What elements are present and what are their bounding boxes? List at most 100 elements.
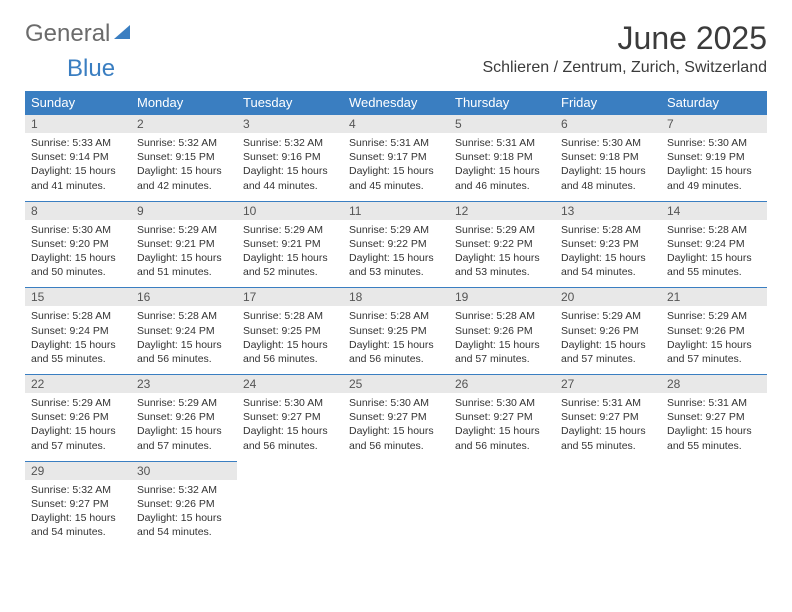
sunset-line: Sunset: 9:26 PM	[137, 497, 231, 511]
calendar-day-cell: 12Sunrise: 5:29 AMSunset: 9:22 PMDayligh…	[449, 201, 555, 288]
sunrise-line: Sunrise: 5:29 AM	[137, 396, 231, 410]
day-number: 8	[25, 201, 131, 220]
sunset-line: Sunset: 9:18 PM	[455, 150, 549, 164]
calendar-day-cell: 27Sunrise: 5:31 AMSunset: 9:27 PMDayligh…	[555, 374, 661, 461]
sunset-line: Sunset: 9:26 PM	[137, 410, 231, 424]
day-number: 20	[555, 287, 661, 306]
calendar-day-cell: 23Sunrise: 5:29 AMSunset: 9:26 PMDayligh…	[131, 374, 237, 461]
calendar-day-cell: 8Sunrise: 5:30 AMSunset: 9:20 PMDaylight…	[25, 201, 131, 288]
day-details: Sunrise: 5:29 AMSunset: 9:21 PMDaylight:…	[131, 220, 237, 288]
sunrise-line: Sunrise: 5:29 AM	[137, 223, 231, 237]
day-number: 10	[237, 201, 343, 220]
sunrise-line: Sunrise: 5:32 AM	[137, 483, 231, 497]
sunrise-line: Sunrise: 5:33 AM	[31, 136, 125, 150]
day-number: 29	[25, 461, 131, 480]
sunrise-line: Sunrise: 5:28 AM	[31, 309, 125, 323]
daylight-line: Daylight: 15 hours and 49 minutes.	[667, 164, 761, 192]
sunrise-line: Sunrise: 5:28 AM	[243, 309, 337, 323]
weekday-header: Saturday	[661, 91, 767, 114]
day-details: Sunrise: 5:28 AMSunset: 9:25 PMDaylight:…	[343, 306, 449, 374]
sunset-line: Sunset: 9:24 PM	[137, 324, 231, 338]
sunrise-line: Sunrise: 5:28 AM	[137, 309, 231, 323]
calendar-day-cell: 1Sunrise: 5:33 AMSunset: 9:14 PMDaylight…	[25, 114, 131, 201]
sunset-line: Sunset: 9:15 PM	[137, 150, 231, 164]
day-number: 7	[661, 114, 767, 133]
calendar-day-cell: 14Sunrise: 5:28 AMSunset: 9:24 PMDayligh…	[661, 201, 767, 288]
day-number: 13	[555, 201, 661, 220]
daylight-line: Daylight: 15 hours and 53 minutes.	[455, 251, 549, 279]
sunrise-line: Sunrise: 5:29 AM	[455, 223, 549, 237]
calendar-week-row: 1Sunrise: 5:33 AMSunset: 9:14 PMDaylight…	[25, 114, 767, 201]
day-number: 3	[237, 114, 343, 133]
daylight-line: Daylight: 15 hours and 57 minutes.	[667, 338, 761, 366]
daylight-line: Daylight: 15 hours and 56 minutes.	[243, 338, 337, 366]
day-details: Sunrise: 5:31 AMSunset: 9:18 PMDaylight:…	[449, 133, 555, 201]
sunset-line: Sunset: 9:26 PM	[561, 324, 655, 338]
calendar-day-cell: 17Sunrise: 5:28 AMSunset: 9:25 PMDayligh…	[237, 287, 343, 374]
sunrise-line: Sunrise: 5:29 AM	[349, 223, 443, 237]
sunset-line: Sunset: 9:20 PM	[31, 237, 125, 251]
day-details: Sunrise: 5:28 AMSunset: 9:24 PMDaylight:…	[131, 306, 237, 374]
day-details: Sunrise: 5:30 AMSunset: 9:18 PMDaylight:…	[555, 133, 661, 201]
day-details: Sunrise: 5:32 AMSunset: 9:16 PMDaylight:…	[237, 133, 343, 201]
daylight-line: Daylight: 15 hours and 57 minutes.	[455, 338, 549, 366]
daylight-line: Daylight: 15 hours and 56 minutes.	[243, 424, 337, 452]
calendar-day-cell: ..	[237, 461, 343, 548]
sunrise-line: Sunrise: 5:29 AM	[243, 223, 337, 237]
day-details: Sunrise: 5:29 AMSunset: 9:22 PMDaylight:…	[343, 220, 449, 288]
sunset-line: Sunset: 9:23 PM	[561, 237, 655, 251]
sunset-line: Sunset: 9:19 PM	[667, 150, 761, 164]
day-number: 6	[555, 114, 661, 133]
logo-line2: Blue	[25, 55, 767, 83]
day-details: Sunrise: 5:28 AMSunset: 9:24 PMDaylight:…	[25, 306, 131, 374]
day-details: Sunrise: 5:28 AMSunset: 9:24 PMDaylight:…	[661, 220, 767, 288]
calendar-table: SundayMondayTuesdayWednesdayThursdayFrid…	[25, 91, 767, 547]
calendar-day-cell: 15Sunrise: 5:28 AMSunset: 9:24 PMDayligh…	[25, 287, 131, 374]
day-number: 1	[25, 114, 131, 133]
calendar-day-cell: 22Sunrise: 5:29 AMSunset: 9:26 PMDayligh…	[25, 374, 131, 461]
daylight-line: Daylight: 15 hours and 50 minutes.	[31, 251, 125, 279]
calendar-day-cell: 26Sunrise: 5:30 AMSunset: 9:27 PMDayligh…	[449, 374, 555, 461]
calendar-day-cell: 4Sunrise: 5:31 AMSunset: 9:17 PMDaylight…	[343, 114, 449, 201]
calendar-day-cell: 18Sunrise: 5:28 AMSunset: 9:25 PMDayligh…	[343, 287, 449, 374]
day-number: 14	[661, 201, 767, 220]
day-details: Sunrise: 5:30 AMSunset: 9:19 PMDaylight:…	[661, 133, 767, 201]
daylight-line: Daylight: 15 hours and 52 minutes.	[243, 251, 337, 279]
calendar-day-cell: 20Sunrise: 5:29 AMSunset: 9:26 PMDayligh…	[555, 287, 661, 374]
day-number: 19	[449, 287, 555, 306]
daylight-line: Daylight: 15 hours and 54 minutes.	[31, 511, 125, 539]
day-number: 28	[661, 374, 767, 393]
day-number: 25	[343, 374, 449, 393]
day-number: 15	[25, 287, 131, 306]
day-details: Sunrise: 5:31 AMSunset: 9:27 PMDaylight:…	[661, 393, 767, 461]
day-details: Sunrise: 5:28 AMSunset: 9:23 PMDaylight:…	[555, 220, 661, 288]
sunset-line: Sunset: 9:27 PM	[349, 410, 443, 424]
day-details: Sunrise: 5:30 AMSunset: 9:27 PMDaylight:…	[237, 393, 343, 461]
sunrise-line: Sunrise: 5:30 AM	[667, 136, 761, 150]
calendar-day-cell: 25Sunrise: 5:30 AMSunset: 9:27 PMDayligh…	[343, 374, 449, 461]
calendar-day-cell: ..	[661, 461, 767, 548]
day-details: Sunrise: 5:30 AMSunset: 9:20 PMDaylight:…	[25, 220, 131, 288]
sunrise-line: Sunrise: 5:32 AM	[137, 136, 231, 150]
daylight-line: Daylight: 15 hours and 55 minutes.	[31, 338, 125, 366]
sunset-line: Sunset: 9:21 PM	[137, 237, 231, 251]
calendar-day-cell: 9Sunrise: 5:29 AMSunset: 9:21 PMDaylight…	[131, 201, 237, 288]
sunset-line: Sunset: 9:22 PM	[349, 237, 443, 251]
calendar-week-row: 8Sunrise: 5:30 AMSunset: 9:20 PMDaylight…	[25, 201, 767, 288]
calendar-day-cell: 19Sunrise: 5:28 AMSunset: 9:26 PMDayligh…	[449, 287, 555, 374]
sunrise-line: Sunrise: 5:31 AM	[667, 396, 761, 410]
logo: General	[25, 20, 132, 48]
daylight-line: Daylight: 15 hours and 41 minutes.	[31, 164, 125, 192]
sunrise-line: Sunrise: 5:31 AM	[455, 136, 549, 150]
sunrise-line: Sunrise: 5:31 AM	[561, 396, 655, 410]
daylight-line: Daylight: 15 hours and 45 minutes.	[349, 164, 443, 192]
day-details: Sunrise: 5:29 AMSunset: 9:22 PMDaylight:…	[449, 220, 555, 288]
weekday-header: Sunday	[25, 91, 131, 114]
sunset-line: Sunset: 9:17 PM	[349, 150, 443, 164]
calendar-day-cell: 10Sunrise: 5:29 AMSunset: 9:21 PMDayligh…	[237, 201, 343, 288]
day-number: 4	[343, 114, 449, 133]
sunset-line: Sunset: 9:27 PM	[243, 410, 337, 424]
daylight-line: Daylight: 15 hours and 42 minutes.	[137, 164, 231, 192]
daylight-line: Daylight: 15 hours and 44 minutes.	[243, 164, 337, 192]
calendar-day-cell: 11Sunrise: 5:29 AMSunset: 9:22 PMDayligh…	[343, 201, 449, 288]
